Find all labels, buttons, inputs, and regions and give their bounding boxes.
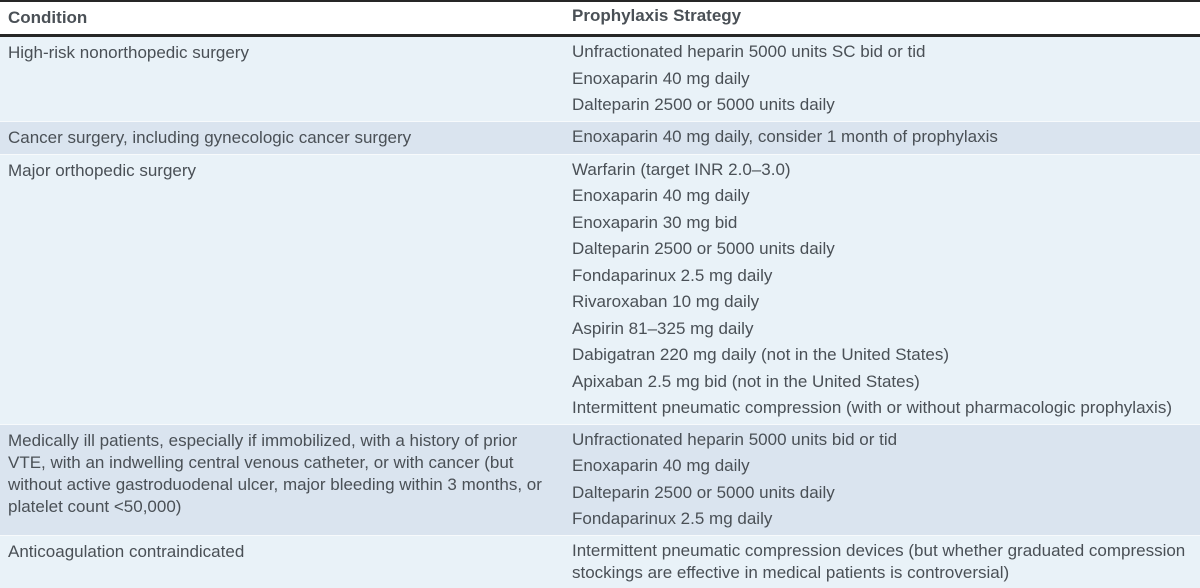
strategy-list: Warfarin (target INR 2.0–3.0)Enoxaparin … bbox=[564, 155, 1200, 424]
table-row: Medically ill patients, especially if im… bbox=[0, 424, 1200, 535]
strategy-item: Aspirin 81–325 mg daily bbox=[572, 316, 1192, 343]
strategy-item: Apixaban 2.5 mg bid (not in the United S… bbox=[572, 369, 1192, 396]
strategy-item: Dalteparin 2500 or 5000 units daily bbox=[572, 480, 1192, 507]
strategy-item: Fondaparinux 2.5 mg daily bbox=[572, 263, 1192, 290]
table-row: Cancer surgery, including gynecologic ca… bbox=[0, 121, 1200, 154]
strategy-item: Intermittent pneumatic compression (with… bbox=[572, 395, 1192, 422]
condition-cell: Anticoagulation contraindicated bbox=[0, 536, 564, 588]
table-body: High-risk nonorthopedic surgery Unfractio… bbox=[0, 37, 1200, 588]
strategy-list: Enoxaparin 40 mg daily, consider 1 month… bbox=[564, 122, 1200, 154]
strategy-item: Intermittent pneumatic compression devic… bbox=[572, 538, 1192, 587]
strategy-list: Unfractionated heparin 5000 units SC bid… bbox=[564, 37, 1200, 121]
strategy-item: Unfractionated heparin 5000 units bid or… bbox=[572, 427, 1192, 454]
strategy-item: Enoxaparin 40 mg daily, consider 1 month… bbox=[572, 124, 1192, 151]
strategy-item: Fondaparinux 2.5 mg daily bbox=[572, 506, 1192, 533]
column-header-prophylaxis-strategy: Prophylaxis Strategy bbox=[564, 2, 1200, 34]
strategy-list: Intermittent pneumatic compression devic… bbox=[564, 536, 1200, 588]
condition-cell: Major orthopedic surgery bbox=[0, 155, 564, 424]
strategy-item: Enoxaparin 40 mg daily bbox=[572, 453, 1192, 480]
strategy-item: Dalteparin 2500 or 5000 units daily bbox=[572, 92, 1192, 119]
table-header-row: Condition Prophylaxis Strategy bbox=[0, 0, 1200, 37]
strategy-item: Dabigatran 220 mg daily (not in the Unit… bbox=[572, 342, 1192, 369]
strategy-item: Dalteparin 2500 or 5000 units daily bbox=[572, 236, 1192, 263]
strategy-item: Enoxaparin 40 mg daily bbox=[572, 66, 1192, 93]
strategy-item: Rivaroxaban 10 mg daily bbox=[572, 289, 1192, 316]
strategy-item: Warfarin (target INR 2.0–3.0) bbox=[572, 157, 1192, 184]
condition-cell: Cancer surgery, including gynecologic ca… bbox=[0, 122, 564, 154]
strategy-item: Enoxaparin 30 mg bid bbox=[572, 210, 1192, 237]
condition-cell: Medically ill patients, especially if im… bbox=[0, 425, 564, 535]
strategy-list: Unfractionated heparin 5000 units bid or… bbox=[564, 425, 1200, 535]
column-header-condition: Condition bbox=[0, 2, 564, 34]
condition-cell: High-risk nonorthopedic surgery bbox=[0, 37, 564, 121]
strategy-item: Enoxaparin 40 mg daily bbox=[572, 183, 1192, 210]
strategy-item: Unfractionated heparin 5000 units SC bid… bbox=[572, 39, 1192, 66]
table-row: High-risk nonorthopedic surgery Unfractio… bbox=[0, 37, 1200, 121]
